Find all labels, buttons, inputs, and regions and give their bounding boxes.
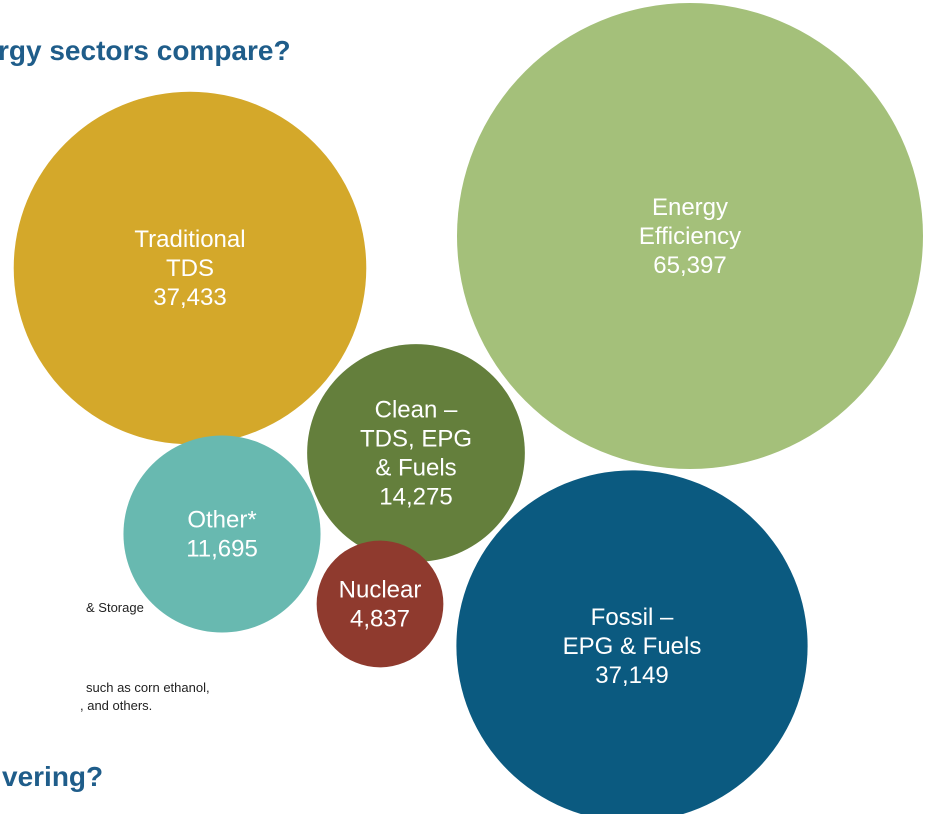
bubble-value: 11,695 (186, 536, 258, 563)
bubble-label: Nuclear (339, 577, 422, 604)
bubble-label: Clean – (375, 397, 458, 424)
bubble-value: 37,433 (153, 284, 226, 311)
bubble-label: TDS (166, 255, 214, 282)
bubble-label: TDS, EPG (360, 426, 472, 453)
bubble-value: 37,149 (595, 662, 668, 689)
bubble-value: 14,275 (379, 484, 452, 511)
bubble-label: Traditional (134, 226, 245, 253)
bubble-label: Energy (652, 194, 728, 221)
bubble (457, 3, 923, 469)
bubble-value: 65,397 (653, 252, 726, 279)
bubble-label: EPG & Fuels (563, 633, 702, 660)
bubble (123, 435, 321, 633)
footnote: , and others. (80, 698, 152, 713)
bubble-label: Fossil – (591, 604, 674, 631)
footnote: such as corn ethanol, (86, 680, 210, 695)
bubble-label: Other* (187, 507, 256, 534)
chart-title: rgy sectors compare? (0, 35, 291, 66)
footnote: & Storage (86, 600, 144, 615)
bubble-label: Efficiency (639, 223, 741, 250)
bubble-value: 4,837 (350, 606, 410, 633)
bubble (13, 91, 367, 445)
bubble (316, 540, 444, 668)
bubble-label: & Fuels (375, 455, 456, 482)
section-heading: vering? (2, 761, 103, 792)
bubble (456, 470, 808, 814)
bubble (307, 344, 525, 562)
